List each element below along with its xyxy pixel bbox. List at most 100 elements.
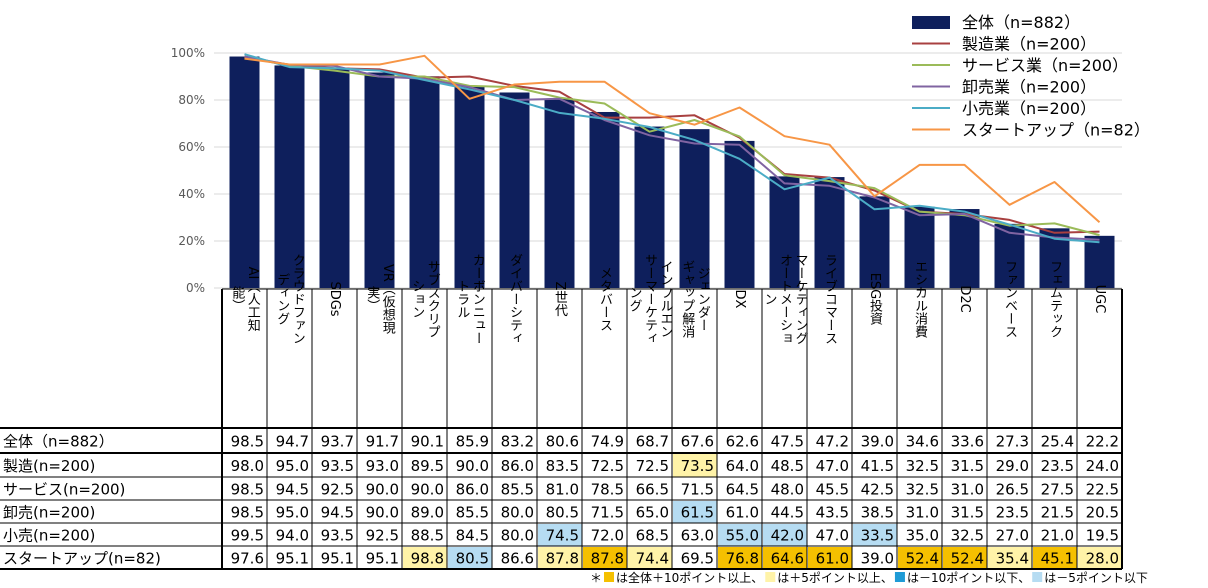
y-tick-label: 0% (186, 281, 205, 295)
table-cell: 87.8 (546, 550, 579, 568)
table-cell: 47.5 (771, 433, 804, 451)
line-series (244, 53, 1101, 244)
category-label: 実） (364, 285, 380, 312)
category-label: ン (762, 293, 777, 306)
table-cell: 64.5 (726, 481, 759, 499)
category-label: マーケティング (793, 254, 809, 345)
table-cell: 90.1 (411, 433, 444, 451)
bar-15 (859, 196, 890, 288)
table-cell: 95.1 (276, 550, 309, 568)
table-cell: 98.5 (231, 481, 264, 499)
cell-highlight (538, 547, 582, 569)
table-cell: 33.6 (951, 433, 984, 451)
table-cell: 42.5 (861, 481, 894, 499)
table-cell: 84.5 (456, 527, 489, 545)
data-table: 能） AI（人工知 ディング クラウドファン SDGs 実） VR（仮想現 ション サブスクリプ… (0, 254, 1123, 570)
footnote-swatch (765, 572, 776, 582)
category-label: 能） (229, 286, 245, 312)
category-label: ジェンダー (695, 267, 710, 332)
table-cell: 95.1 (321, 550, 354, 568)
table-cell: 74.9 (591, 433, 624, 451)
footnote-text: は全体＋10ポイント以上、 (616, 570, 763, 585)
category-label: トラル (454, 280, 469, 319)
table-cell: 94.7 (276, 433, 309, 451)
table-cell: 86.0 (456, 481, 489, 499)
table-cell: 45.5 (816, 481, 849, 499)
table-cell: 85.9 (456, 433, 489, 451)
footnote-swatch (1032, 572, 1043, 582)
table-cell: 27.3 (996, 433, 1029, 451)
cell-highlight (943, 547, 987, 569)
table-cell: 39.0 (861, 433, 894, 451)
cell-highlight (1078, 547, 1122, 569)
table-cell: 28.0 (1086, 550, 1119, 568)
legend-swatch (912, 16, 950, 29)
table-cell: 66.5 (636, 481, 669, 499)
table-cell: 91.7 (366, 433, 399, 451)
table-cell: 90.0 (411, 481, 444, 499)
table-cell: 83.2 (501, 433, 534, 451)
table-cell: 89.5 (411, 457, 444, 475)
bar-2 (274, 65, 305, 288)
table-cell: 39.0 (861, 550, 894, 568)
category-label: ESG投資 (867, 273, 883, 326)
table-cell: 71.5 (591, 504, 624, 522)
table-cell: 63.0 (681, 527, 714, 545)
y-tick-label: 40% (178, 187, 205, 201)
table-cell: 89.0 (411, 504, 444, 522)
table-cell: 35.0 (906, 527, 939, 545)
cell-highlight (853, 524, 897, 546)
category-label: ディング (274, 273, 290, 325)
table-cell: 61.0 (726, 504, 759, 522)
cell-highlight (403, 547, 447, 569)
bar-11 (679, 129, 710, 288)
row-label: 製造(n=200) (3, 457, 95, 475)
table-cell: 35.4 (996, 550, 1029, 568)
cell-highlight (673, 501, 717, 523)
table-cell: 19.5 (1086, 527, 1119, 545)
table-cell: 67.6 (681, 433, 714, 451)
table-cell: 94.0 (276, 527, 309, 545)
table-cell: 81.0 (546, 481, 579, 499)
table-cell: 47.0 (816, 527, 849, 545)
table-cell: 31.0 (951, 481, 984, 499)
table-cell: 29.0 (996, 457, 1029, 475)
table-cell: 93.7 (321, 433, 354, 451)
category-label: UGC (1092, 285, 1107, 314)
table-cell: 48.0 (771, 481, 804, 499)
row-label: サービス(n=200) (3, 481, 125, 499)
row-label: スタートアップ(n=82) (3, 550, 161, 568)
table-cell: 90.0 (366, 481, 399, 499)
table-cell: 65.0 (636, 504, 669, 522)
table-cell: 93.0 (366, 457, 399, 475)
table-cell: 80.6 (546, 433, 579, 451)
table-cell: 25.4 (1041, 433, 1074, 451)
cell-highlight (1033, 547, 1077, 569)
table-cell: 69.5 (681, 550, 714, 568)
legend: 全体（n=882） 製造業（n=200） サービス業（n=200） 卸売業（n=200… (912, 13, 1150, 140)
table-cell: 86.0 (501, 457, 534, 475)
table-cell: 98.5 (231, 504, 264, 522)
cell-highlight (448, 547, 492, 569)
table-cell: 23.5 (996, 504, 1029, 522)
legend-label: 製造業（n=200） (962, 35, 1096, 54)
table-cell: 38.5 (861, 504, 894, 522)
cell-highlight (718, 547, 762, 569)
table-cell: 42.0 (771, 527, 804, 545)
category-label: フェムテック (1047, 260, 1062, 338)
table-cell: 22.2 (1086, 433, 1119, 451)
table-cell: 21.0 (1041, 527, 1074, 545)
table-cell: 94.5 (321, 504, 354, 522)
table-cell: 74.4 (636, 550, 669, 568)
table-cell: 95.0 (276, 457, 309, 475)
bar-4 (364, 72, 395, 288)
bar-9 (589, 111, 620, 288)
cell-highlight (718, 524, 762, 546)
cell-highlight (763, 524, 807, 546)
table-cell: 27.5 (1041, 481, 1074, 499)
table-cell: 90.0 (456, 457, 489, 475)
table-cell: 43.5 (816, 504, 849, 522)
cell-highlight (808, 547, 852, 569)
table-cell: 47.0 (816, 457, 849, 475)
